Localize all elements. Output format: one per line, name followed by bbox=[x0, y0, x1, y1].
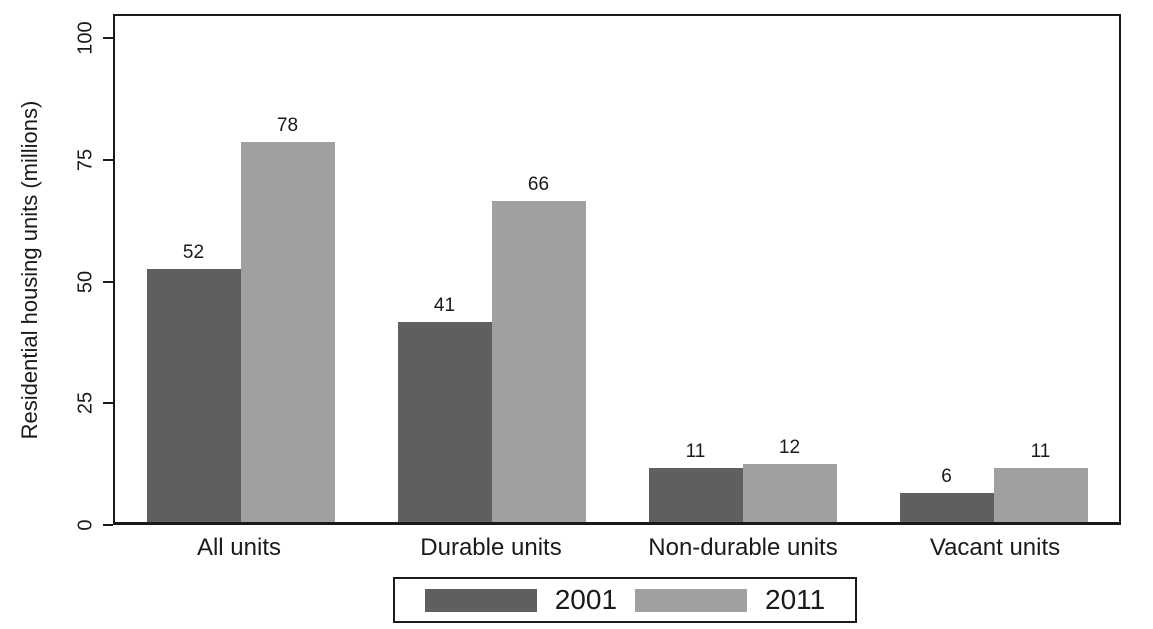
bar-2011-durable-units: 66 bbox=[491, 174, 586, 522]
legend-label-2001: 2001 bbox=[554, 584, 618, 615]
x-category-label: All units bbox=[196, 534, 282, 561]
bar-group-4: 6 11 bbox=[868, 16, 1119, 522]
x-category-label: Durable units bbox=[420, 534, 562, 561]
legend-swatch-2001 bbox=[424, 588, 537, 612]
bar-value-label: 66 bbox=[527, 173, 550, 195]
bars-container: 52 78 41 66 11 12 6 11 bbox=[115, 16, 1119, 522]
bar-value-label: 11 bbox=[1030, 441, 1051, 463]
y-tick-mark bbox=[103, 159, 113, 161]
bar-value-label: 78 bbox=[276, 115, 299, 137]
y-tick-label: 50 bbox=[74, 270, 97, 293]
x-category-label: Non-durable units bbox=[648, 534, 838, 561]
y-tick-label: 100 bbox=[74, 21, 97, 56]
legend-swatch-2011 bbox=[635, 588, 748, 612]
bar-2011-all-units: 78 bbox=[240, 115, 335, 522]
y-tick-mark bbox=[103, 402, 113, 405]
legend: 2001 2011 bbox=[393, 577, 857, 623]
x-axis-labels: All units Durable units Non-durable unit… bbox=[113, 534, 1121, 562]
y-tick-label: 0 bbox=[74, 519, 97, 531]
bar-group-3: 11 12 bbox=[617, 16, 868, 522]
y-tick-mark bbox=[103, 280, 113, 283]
bar-value-label: 11 bbox=[685, 441, 706, 463]
bar-2001-vacant-units: 6 bbox=[899, 466, 994, 522]
y-axis-title: Residential housing units (millions) bbox=[17, 100, 42, 440]
plot-area: 52 78 41 66 11 12 6 11 bbox=[113, 14, 1121, 525]
y-tick-label: 75 bbox=[74, 148, 97, 172]
x-category-label: Vacant units bbox=[929, 534, 1061, 561]
bar-value-label: 6 bbox=[941, 465, 952, 487]
bar-2001-all-units: 52 bbox=[146, 242, 241, 522]
bar-2001-non-durable-units: 11 bbox=[648, 441, 743, 522]
y-tick-label: 25 bbox=[74, 392, 97, 415]
bar-value-label: 52 bbox=[182, 241, 205, 263]
bar-2001-durable-units: 41 bbox=[397, 295, 492, 522]
bar-2011-vacant-units: 11 bbox=[993, 441, 1088, 522]
bar-group-2: 41 66 bbox=[366, 16, 617, 522]
y-tick-mark bbox=[103, 37, 113, 40]
bar-value-label: 12 bbox=[778, 436, 801, 458]
bar-value-label: 41 bbox=[433, 295, 456, 317]
bar-2011-non-durable-units: 12 bbox=[742, 437, 837, 522]
y-tick-mark bbox=[103, 524, 113, 526]
bar-group-1: 52 78 bbox=[115, 16, 366, 522]
legend-label-2011: 2011 bbox=[765, 584, 826, 615]
